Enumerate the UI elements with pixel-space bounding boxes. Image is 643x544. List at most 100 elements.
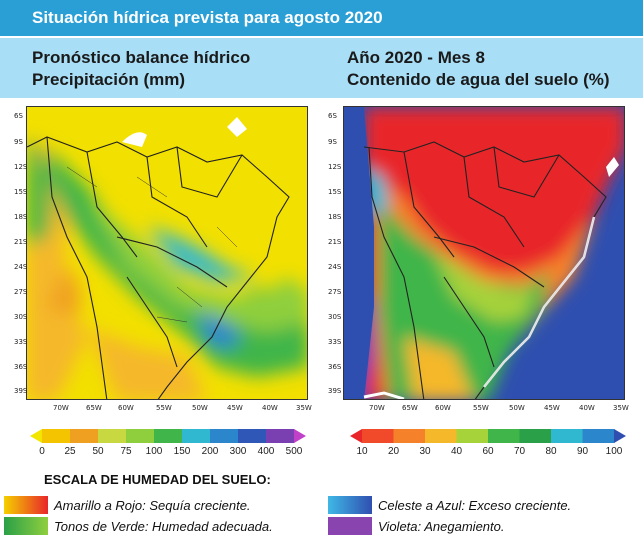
title-bar: Situación hídrica prevista para agosto 2… (0, 0, 643, 36)
soil-water-colorbar-graphic (350, 429, 626, 443)
colorbar-tick-label: 60 (482, 446, 494, 457)
lat-label: 15S (14, 188, 28, 196)
legend-item-flooding: Violeta: Anegamiento. (328, 517, 504, 535)
legend-swatch-flooding (328, 517, 372, 535)
lon-label: 50W (509, 404, 525, 412)
lat-label: 39S (14, 387, 28, 395)
legend-item-adequate: Tonos de Verde: Humedad adecuada. (4, 517, 273, 535)
colorbar-tick-label: 75 (120, 446, 132, 457)
lat-label: 12S (328, 163, 342, 171)
lat-label: 12S (14, 163, 28, 171)
precipitation-colorbar (30, 428, 306, 449)
colorbar-segment (551, 429, 583, 443)
lat-label: 39S (328, 387, 342, 395)
colorbar-tick-label: 70 (513, 446, 526, 457)
legend-swatch-excess (328, 496, 372, 514)
colorbar-tick-label: 80 (545, 446, 557, 457)
colorbar-segment (210, 429, 239, 443)
legend-text-drought: Amarillo a Rojo: Sequía creciente. (54, 497, 251, 513)
right-panel-title: Año 2020 - Mes 8 (347, 48, 485, 67)
lon-label: 65W (402, 404, 418, 412)
colorbar-segment (519, 429, 552, 443)
lon-label: 35W (296, 404, 312, 412)
lat-label: 30S (14, 313, 28, 321)
colorbar-segment (98, 429, 127, 443)
lon-label: 40W (262, 404, 278, 412)
lat-label: 6S (14, 112, 23, 120)
lat-label: 18S (328, 213, 342, 221)
lat-label: 15S (328, 188, 342, 196)
colorbar-segment (42, 429, 71, 443)
lat-label: 30S (328, 313, 342, 321)
lat-label: 24S (328, 263, 342, 271)
colorbar-tick-label: 200 (201, 446, 219, 457)
page-title: Situación hídrica prevista para agosto 2… (32, 8, 383, 27)
colorbar-segment (126, 429, 155, 443)
subheader: Pronóstico balance hídrico Precipitación… (0, 38, 643, 98)
lon-label: 45W (227, 404, 243, 412)
colorbar-tick-label: 25 (64, 446, 76, 457)
lon-label: 35W (613, 404, 629, 412)
lat-label: 24S (14, 263, 28, 271)
lon-label: 55W (473, 404, 489, 412)
lon-label: 40W (579, 404, 595, 412)
colorbar-tick-label: 30 (419, 446, 431, 457)
lat-label: 27S (328, 288, 342, 296)
precipitation-colorbar-graphic (30, 429, 306, 443)
colorbar-segment (182, 429, 211, 443)
colorbar-segment (238, 429, 267, 443)
colorbar-segment (266, 429, 295, 443)
legend-item-drought: Amarillo a Rojo: Sequía creciente. (4, 496, 251, 514)
colorbar-max-arrow (294, 429, 306, 443)
legend-text-flooding: Violeta: Anegamiento. (378, 518, 505, 534)
lat-label: 27S (14, 288, 28, 296)
colorbar-tick-label: 20 (387, 446, 400, 457)
colorbar-min-arrow (350, 429, 362, 443)
lat-label: 36S (328, 363, 342, 371)
colorbar-tick-label: 150 (173, 446, 191, 457)
colorbar-tick-label: 50 (92, 446, 104, 457)
lon-label: 65W (86, 404, 102, 412)
colorbar-tick-label: 40 (450, 446, 463, 457)
lat-label: 33S (328, 338, 342, 346)
lat-label: 36S (14, 363, 28, 371)
legend-swatch-drought (4, 496, 48, 514)
legend-text-adequate: Tonos de Verde: Humedad adecuada. (54, 518, 273, 534)
soil-water-colorbar (350, 428, 626, 449)
colorbar-tick-label: 100 (605, 446, 623, 457)
lon-label: 50W (192, 404, 208, 412)
colorbar-tick-label: 90 (576, 446, 589, 457)
lon-label: 70W (369, 404, 385, 412)
lon-label: 60W (118, 404, 134, 412)
colorbar-tick-label: 500 (285, 446, 303, 457)
colorbar-segment (154, 429, 183, 443)
lon-label: 70W (53, 404, 69, 412)
legend-item-excess: Celeste a Azul: Exceso creciente. (328, 496, 571, 514)
colorbar-tick-label: 300 (229, 446, 247, 457)
lat-label: 6S (328, 112, 337, 120)
colorbar-segment (70, 429, 99, 443)
colorbar-segment (456, 429, 489, 443)
lon-label: 55W (156, 404, 172, 412)
colorbar-segment (362, 429, 394, 443)
lat-label: 9S (328, 138, 337, 146)
left-panel-title: Pronóstico balance hídrico (32, 48, 251, 67)
lat-label: 9S (14, 138, 23, 146)
legend-text-excess: Celeste a Azul: Exceso creciente. (378, 497, 572, 513)
lon-label: 60W (435, 404, 451, 412)
colorbar-tick-label: 400 (257, 446, 275, 457)
colorbar-segment (582, 429, 615, 443)
lat-label: 21S (14, 238, 28, 246)
colorbar-min-arrow (30, 429, 42, 443)
colorbar-tick-label: 10 (356, 446, 368, 457)
colorbar-tick-label: 100 (145, 446, 163, 457)
colorbar-max-arrow (614, 429, 626, 443)
lon-label: 45W (544, 404, 560, 412)
legend-swatch-adequate (4, 517, 48, 535)
lat-label: 18S (14, 213, 28, 221)
legend-title: ESCALA DE HUMEDAD DEL SUELO: (44, 472, 271, 487)
colorbar-segment (425, 429, 457, 443)
soil-water-map (343, 106, 625, 400)
colorbar-segment (393, 429, 426, 443)
lat-label: 33S (14, 338, 28, 346)
